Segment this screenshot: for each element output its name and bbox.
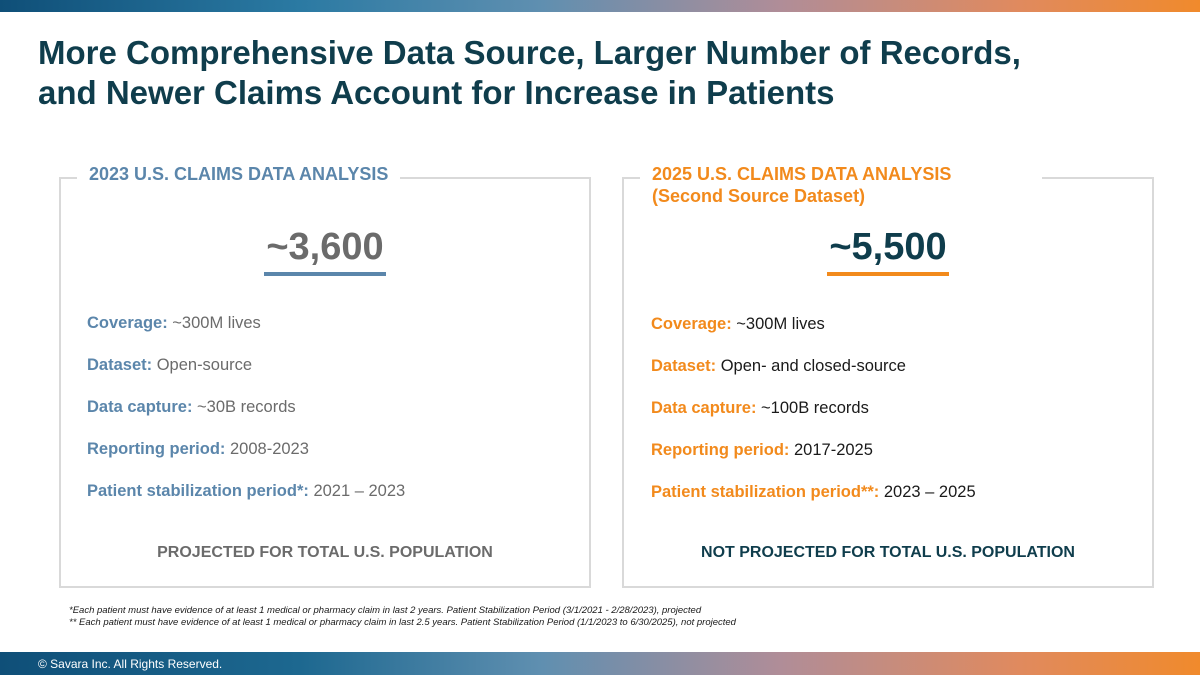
- spec-label: Data capture:: [87, 398, 193, 416]
- spec-value: ~300M lives: [172, 314, 261, 332]
- spec-value: ~30B records: [197, 398, 296, 416]
- spec-label: Reporting period:: [651, 441, 790, 459]
- panel-2025-analysis: 2025 U.S. CLAIMS DATA ANALYSIS (Second S…: [622, 163, 1154, 588]
- patient-count-2025: ~5,500: [624, 225, 1152, 276]
- panel-2025-heading-line-2: (Second Source Dataset): [652, 186, 866, 206]
- top-gradient-bar: [0, 0, 1200, 12]
- spec-dataset: Dataset: Open-source: [87, 355, 405, 397]
- spec-coverage: Coverage: ~300M lives: [651, 314, 976, 356]
- spec-label: Patient stabilization period**:: [651, 483, 880, 501]
- spec-value: Open-source: [156, 356, 253, 374]
- footnote-1: *Each patient must have evidence of at l…: [69, 605, 702, 616]
- patient-count-2025-value: ~5,500: [827, 225, 949, 276]
- projection-status-2025: NOT PROJECTED FOR TOTAL U.S. POPULATION: [701, 544, 1075, 561]
- slide-title-line-2: and Newer Claims Account for Increase in…: [38, 74, 835, 111]
- spec-data-capture: Data capture: ~30B records: [87, 397, 405, 439]
- spec-stabilization-period: Patient stabilization period*: 2021 – 20…: [87, 481, 405, 523]
- spec-value: ~300M lives: [736, 315, 825, 333]
- spec-label: Coverage:: [651, 315, 732, 333]
- panel-2025-heading-line-1: 2025 U.S. CLAIMS DATA ANALYSIS: [652, 164, 952, 184]
- spec-label: Dataset:: [651, 357, 717, 375]
- slide-title: More Comprehensive Data Source, Larger N…: [38, 33, 1158, 113]
- spec-value: ~100B records: [761, 399, 869, 417]
- spec-list-2025: Coverage: ~300M lives Dataset: Open- and…: [651, 314, 976, 524]
- spec-value: 2008-2023: [230, 440, 309, 458]
- panel-2023-analysis: 2023 U.S. CLAIMS DATA ANALYSIS ~3,600 Co…: [59, 163, 591, 588]
- spec-reporting-period: Reporting period: 2008-2023: [87, 439, 405, 481]
- slide-title-line-1: More Comprehensive Data Source, Larger N…: [38, 34, 1021, 71]
- spec-label: Dataset:: [87, 356, 153, 374]
- spec-data-capture: Data capture: ~100B records: [651, 398, 976, 440]
- spec-label: Patient stabilization period*:: [87, 482, 309, 500]
- footer-gradient-bar: © Savara Inc. All Rights Reserved.: [0, 652, 1200, 675]
- spec-label: Coverage:: [87, 314, 168, 332]
- footnotes: *Each patient must have evidence of at l…: [69, 605, 1069, 629]
- spec-list-2023: Coverage: ~300M lives Dataset: Open-sour…: [87, 313, 405, 523]
- panel-2023-heading: 2023 U.S. CLAIMS DATA ANALYSIS: [77, 163, 401, 185]
- spec-dataset: Dataset: Open- and closed-source: [651, 356, 976, 398]
- panel-2023-heading-text: 2023 U.S. CLAIMS DATA ANALYSIS: [89, 164, 389, 184]
- copyright-notice: © Savara Inc. All Rights Reserved.: [38, 657, 223, 671]
- patient-count-2023: ~3,600: [61, 225, 589, 276]
- spec-coverage: Coverage: ~300M lives: [87, 313, 405, 355]
- spec-label: Reporting period:: [87, 440, 226, 458]
- spec-value: 2023 – 2025: [883, 483, 976, 501]
- panel-2025-heading: 2025 U.S. CLAIMS DATA ANALYSIS (Second S…: [640, 163, 1042, 207]
- spec-reporting-period: Reporting period: 2017-2025: [651, 440, 976, 482]
- patient-count-2023-value: ~3,600: [264, 225, 386, 276]
- spec-stabilization-period: Patient stabilization period**: 2023 – 2…: [651, 482, 976, 524]
- spec-value: Open- and closed-source: [720, 357, 906, 375]
- spec-value: 2017-2025: [794, 441, 873, 459]
- spec-value: 2021 – 2023: [313, 482, 406, 500]
- projection-status-2023: PROJECTED FOR TOTAL U.S. POPULATION: [157, 544, 493, 561]
- spec-label: Data capture:: [651, 399, 757, 417]
- footnote-2: ** Each patient must have evidence of at…: [69, 617, 736, 628]
